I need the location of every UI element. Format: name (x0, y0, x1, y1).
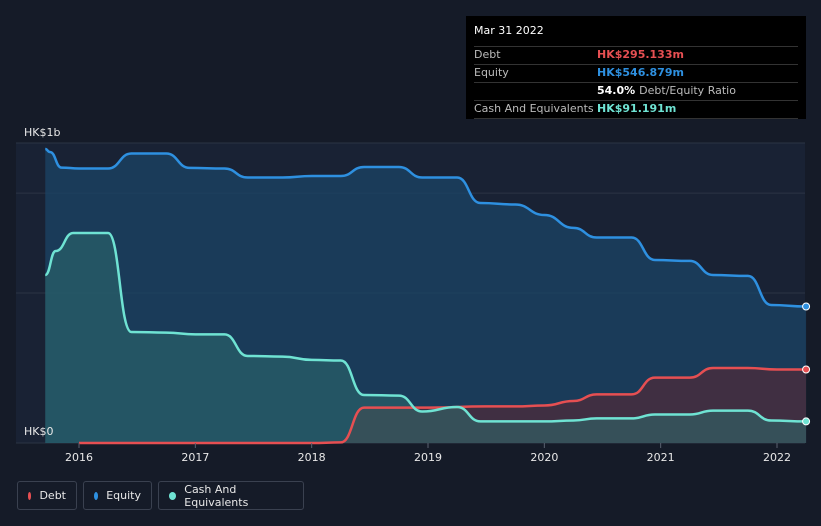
legend-equity-dot (94, 491, 99, 500)
x-tick-label: 2021 (647, 451, 675, 464)
tooltip-row-debt: Debt HK$295.133m (474, 46, 798, 64)
tooltip-label: Debt (474, 48, 501, 61)
tooltip-suffix: Debt/Equity Ratio (639, 84, 736, 97)
debt-end-point (802, 365, 811, 374)
legend-debt-dot (28, 491, 32, 500)
x-tick-label: 2016 (65, 451, 93, 464)
y-axis-top-label: HK$1b (24, 126, 60, 139)
tooltip-value: 54.0% (597, 84, 636, 97)
legend-equity[interactable]: Equity (83, 481, 152, 510)
equity-end-point (802, 302, 811, 311)
debt-line (79, 366, 807, 445)
x-tick-label: 2017 (181, 451, 209, 464)
tooltip-date: Mar 31 2022 (474, 24, 544, 37)
tooltip-row-ratio: 54.0% Debt/Equity Ratio (474, 82, 798, 100)
x-tick-label: 2019 (414, 451, 442, 464)
legend-cash-label: Cash And Equivalents (184, 482, 249, 509)
tooltip-value: HK$91.191m (597, 102, 677, 115)
equity-line (45, 147, 807, 308)
x-tick-label: 2022 (763, 451, 791, 464)
tooltip-label: Cash And Equivalents (474, 102, 594, 115)
data-tooltip: Mar 31 2022 Debt HK$295.133m Equity HK$5… (466, 16, 806, 119)
tooltip-value: HK$295.133m (597, 48, 684, 61)
cash-and-equivalents-area (45, 233, 807, 443)
legend-debt-label: Debt (39, 489, 66, 502)
legend-equity-label: Equity (106, 489, 141, 502)
legend-debt[interactable]: Debt (17, 481, 77, 510)
legend-cash-dot (169, 491, 177, 500)
legend-cash[interactable]: Cash And Equivalents (158, 481, 304, 510)
tooltip-row-cash: Cash And Equivalents HK$91.191m (474, 100, 798, 119)
tooltip-label: Equity (474, 66, 509, 79)
x-tick-label: 2018 (298, 451, 326, 464)
tooltip-label (474, 83, 597, 100)
cash-and-equivalents-end-point (802, 417, 811, 426)
cash-and-equivalents-line (44, 231, 807, 423)
tooltip-row-equity: Equity HK$546.879m (474, 64, 798, 82)
y-axis-zero-label: HK$0 (24, 425, 53, 438)
x-tick-label: 2020 (530, 451, 558, 464)
tooltip-value: HK$546.879m (597, 66, 684, 79)
